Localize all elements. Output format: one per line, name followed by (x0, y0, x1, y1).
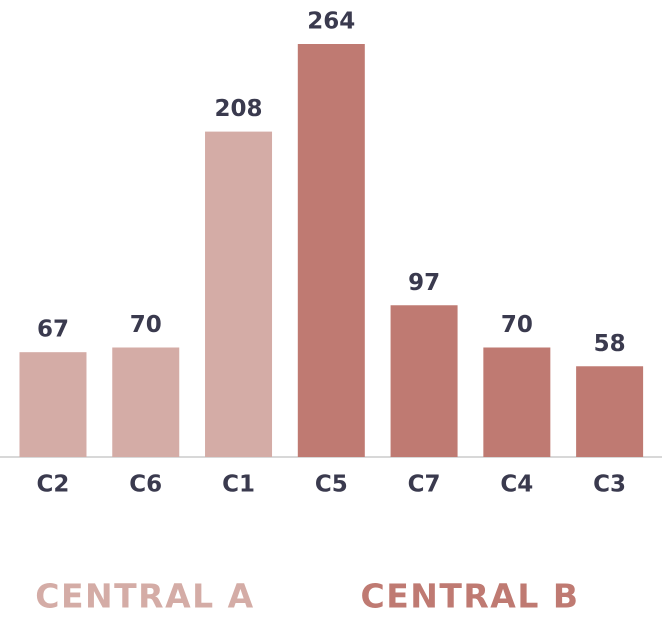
x-tick-label: C2 (37, 472, 70, 498)
value-label: 97 (408, 270, 440, 296)
x-tick-label: C5 (315, 472, 348, 498)
bar (297, 44, 365, 457)
value-label: 67 (37, 317, 69, 343)
x-tick-label: C4 (500, 472, 533, 498)
bar (19, 352, 87, 457)
bar (205, 131, 273, 457)
bar (112, 347, 180, 457)
bar (483, 347, 551, 457)
legend-entry: CENTRAL A (35, 577, 254, 616)
value-label: 70 (501, 312, 533, 338)
value-label: 208 (215, 96, 263, 122)
x-tick-label: C6 (129, 472, 162, 498)
x-tick-label: C1 (222, 472, 255, 498)
bar (576, 366, 644, 457)
legend-entry: CENTRAL B (360, 577, 579, 616)
x-tick-label: C3 (593, 472, 626, 498)
x-tick-label: C7 (408, 472, 441, 498)
bar (390, 305, 458, 457)
value-label: 58 (594, 331, 626, 357)
value-label: 264 (307, 9, 355, 35)
value-label: 70 (130, 312, 162, 338)
